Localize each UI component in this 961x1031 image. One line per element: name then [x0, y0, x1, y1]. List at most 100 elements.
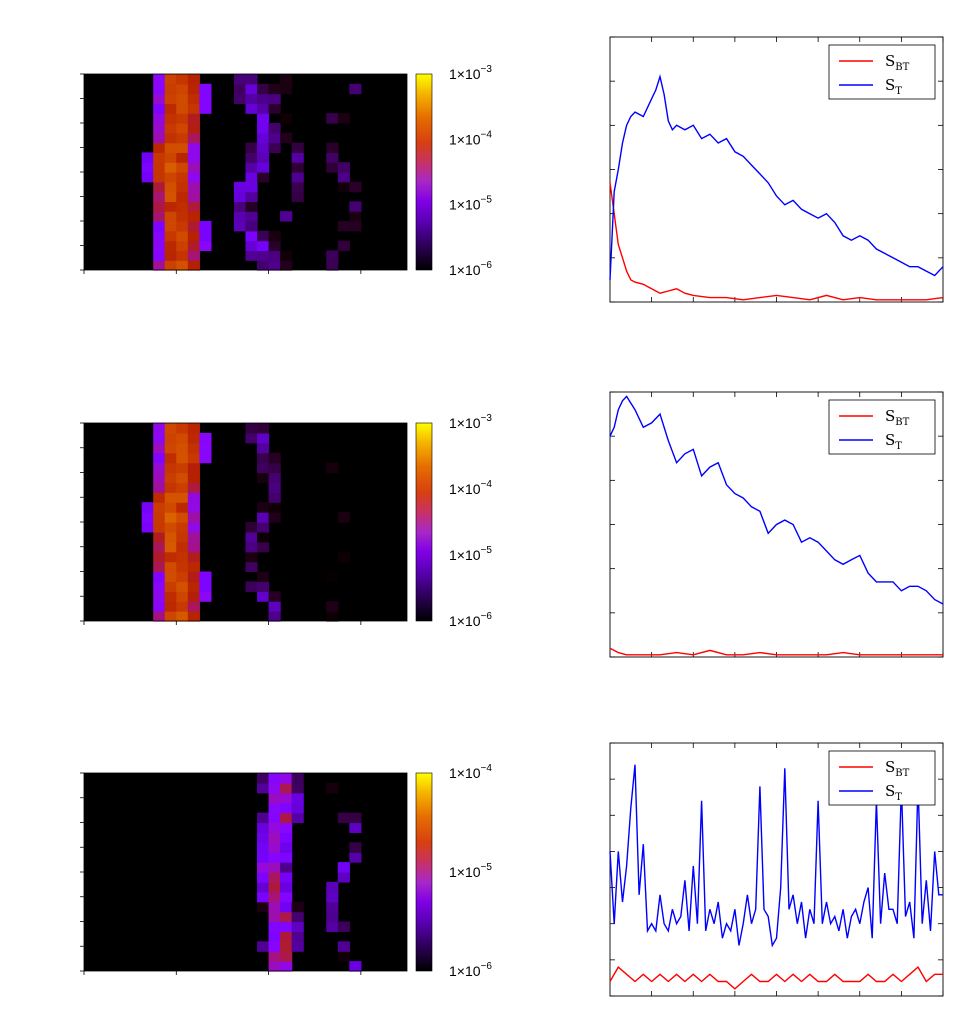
heatmap-cell — [257, 852, 270, 863]
heatmap-cell — [187, 442, 200, 454]
colorbar-tick-label: 1×10−4 — [449, 479, 492, 497]
heatmap-cell — [187, 191, 200, 202]
heatmap-cell — [199, 221, 212, 232]
heatmap-cell — [164, 74, 177, 85]
heatmap-cell — [187, 221, 200, 232]
heatmap-cell — [337, 162, 350, 173]
colorbar-tick-mantissa: 1×10 — [449, 963, 481, 979]
heatmap-cell — [257, 230, 270, 242]
colorbar-tick-exponent: −3 — [481, 64, 493, 75]
heatmap-cell — [268, 862, 281, 873]
heatmap-cell — [268, 901, 281, 913]
heatmap-cell — [245, 581, 258, 592]
heatmap-cell — [164, 83, 177, 95]
heatmap-cell — [187, 462, 200, 474]
heatmap-cell — [187, 123, 200, 134]
heatmap-cell — [176, 611, 189, 622]
heatmap-cell — [257, 142, 270, 153]
heatmap-cell — [326, 142, 339, 153]
heatmap-cell — [257, 842, 270, 853]
heatmap-cell — [176, 522, 189, 533]
heatmap-cell — [291, 142, 304, 153]
heatmap-cell — [280, 782, 293, 794]
colorbar — [415, 73, 433, 271]
heatmap-cell — [176, 452, 189, 464]
heatmap-cell — [268, 452, 281, 464]
heatmap-cell — [291, 191, 304, 202]
heatmap-cell — [291, 152, 304, 163]
heatmap-cell — [245, 551, 258, 563]
heatmap-cell — [326, 782, 339, 794]
heatmap-cell — [280, 961, 293, 972]
heatmap-cell — [176, 541, 189, 553]
colorbar-tick-label: 1×10−5 — [449, 195, 492, 213]
heatmap-cell — [176, 482, 189, 493]
heatmap-cell — [245, 432, 258, 444]
heatmap-background — [84, 773, 407, 971]
heatmap-cell — [257, 581, 270, 592]
heatmap-cell — [164, 423, 177, 434]
heatmap-cell — [291, 931, 304, 942]
heatmap-cell — [268, 502, 281, 513]
heatmap-cell — [176, 492, 189, 503]
legend-entry: ST — [885, 76, 902, 97]
heatmap-cell — [153, 132, 166, 144]
heatmap-cell — [291, 792, 304, 804]
heatmap-cell — [280, 911, 293, 923]
heatmap-cell — [176, 561, 189, 573]
colorbar-tick-label: 1×10−4 — [449, 763, 492, 781]
heatmap-cell — [257, 773, 270, 784]
legend-entry-subscript: BT — [895, 417, 909, 428]
heatmap-cell — [326, 901, 339, 913]
heatmap-cell — [187, 152, 200, 163]
heatmap-cell — [164, 211, 177, 222]
heatmap-cell — [164, 221, 177, 232]
heatmap-cell — [199, 432, 212, 444]
colorbar-tick-label: 1×10−3 — [449, 413, 492, 431]
heatmap-cell — [280, 812, 293, 824]
heatmap-cell — [268, 462, 281, 474]
heatmap-cell — [164, 551, 177, 563]
heatmap-panel-c: 1×10−31×10−41×10−51×10−6 — [80, 413, 492, 629]
heatmap-cell — [199, 230, 212, 242]
heatmap-cell — [245, 162, 258, 173]
heatmap-cell — [337, 862, 350, 873]
heatmap-cell — [268, 773, 281, 784]
heatmap-cell — [164, 152, 177, 163]
heatmap-cell — [268, 240, 281, 251]
heatmap-cell — [141, 522, 154, 533]
heatmap-cell — [280, 83, 293, 95]
colorbar-tick-exponent: −5 — [481, 195, 493, 206]
heatmap-cell — [164, 581, 177, 592]
heatmap-cell — [153, 240, 166, 251]
heatmap-cell — [291, 911, 304, 923]
heatmap-cell — [164, 502, 177, 513]
heatmap-cell — [257, 822, 270, 833]
heatmap-cell — [164, 93, 177, 104]
heatmap-cell — [153, 512, 166, 523]
heatmap-cell — [176, 103, 189, 114]
heatmap-cell — [187, 172, 200, 183]
heatmap-cell — [257, 541, 270, 553]
heatmap-cell — [257, 250, 270, 261]
heatmap-cell — [291, 162, 304, 173]
heatmap-cell — [280, 931, 293, 942]
heatmap-cell — [268, 931, 281, 942]
colorbar-tick-exponent: −4 — [481, 763, 493, 774]
heatmap-cell — [199, 442, 212, 454]
series-line-s-bt — [609, 182, 944, 301]
heatmap-cell — [164, 191, 177, 202]
heatmap-cell — [257, 522, 270, 533]
heatmap-cell — [337, 872, 350, 883]
heatmap-cell — [280, 842, 293, 853]
heatmap-cell — [164, 240, 177, 251]
heatmap-cell — [164, 561, 177, 573]
heatmap-cell — [164, 492, 177, 503]
heatmap-cell — [291, 802, 304, 814]
heatmap-cell — [187, 162, 200, 173]
legend-entry-name: S — [885, 758, 895, 776]
legend-entry-subscript: T — [895, 792, 902, 803]
heatmap-cell — [257, 591, 270, 602]
heatmap-cell — [153, 152, 166, 163]
colorbar — [415, 422, 433, 622]
